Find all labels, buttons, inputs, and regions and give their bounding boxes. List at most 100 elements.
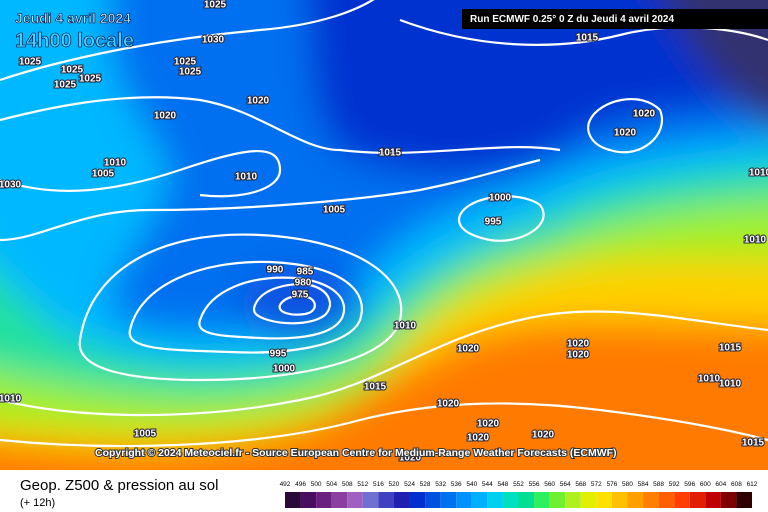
isobar-label: 1020 [477, 419, 500, 430]
color-box [440, 492, 457, 508]
color-box [689, 492, 706, 508]
isobar-label: 995 [270, 349, 287, 360]
isobar-labels: 1025103010251025102510251025102510201020… [0, 0, 768, 465]
level-label: 576 [606, 481, 617, 488]
isobar-label: 1020 [567, 350, 590, 361]
level-label: 588 [653, 481, 664, 488]
level-label: 596 [684, 481, 695, 488]
color-box [347, 492, 363, 508]
color-box [362, 492, 379, 508]
color-box [549, 492, 566, 508]
color-box [611, 492, 628, 508]
colorbar: 492 496 500 504 508 512 516 520 524 528 532 536 540 5… [280, 481, 758, 508]
color-box [393, 492, 410, 508]
isobar-label: 1020 [614, 128, 637, 139]
level-label: 528 [420, 481, 431, 488]
level-label: 584 [638, 481, 649, 488]
isobar-label: 995 [485, 217, 502, 228]
level-label: 608 [731, 481, 742, 488]
run: Run ECMWF 0.25° 0 Z du Jeudi 4 avril 202… [470, 14, 674, 25]
color-box [471, 492, 488, 508]
isobar-label: 1010 [394, 321, 417, 332]
color-box [580, 492, 597, 508]
level-label: 516 [373, 481, 384, 488]
isobar-label: 1005 [92, 169, 115, 180]
color-box [409, 492, 426, 508]
level-label: 536 [451, 481, 462, 488]
color-box [534, 492, 550, 508]
color-box [736, 492, 752, 508]
color-box [705, 492, 721, 508]
isobar-label: 1030 [202, 35, 225, 46]
run-box [462, 9, 768, 29]
isobar-label: 1010 [0, 394, 22, 405]
isobar-label: 1015 [719, 343, 742, 354]
color-box [456, 492, 472, 508]
isobar-label: 1025 [174, 57, 197, 68]
isobar-label: 1025 [179, 67, 202, 78]
isobar-label: 1005 [323, 205, 346, 216]
level-label: 556 [529, 481, 540, 488]
isobar-label: 1020 [633, 109, 656, 120]
level-label: 508 [342, 481, 353, 488]
isobar-label: 1015 [364, 382, 387, 393]
isobar-label: 1020 [532, 430, 555, 441]
level-label: 592 [669, 481, 680, 488]
copyright: Copyright © 2024 Meteociel.fr - Source E… [95, 447, 617, 459]
isobar-label: 1010 [719, 379, 742, 390]
level-label: 544 [482, 481, 493, 488]
isobar-label: 1020 [437, 399, 460, 410]
level-label: 504 [326, 481, 337, 488]
level-label: 560 [544, 481, 555, 488]
isobar-label: 1015 [742, 438, 765, 449]
level-label: 600 [700, 481, 711, 488]
isobar-label: 1020 [154, 111, 177, 122]
level-label: 564 [560, 481, 571, 488]
color-box [674, 492, 690, 508]
isobar-label: 1020 [567, 339, 590, 350]
isobar-label: 1010 [749, 168, 768, 179]
level-label: 496 [295, 481, 306, 488]
color-box [627, 492, 644, 508]
isobar-label: 1025 [204, 0, 227, 11]
level-label: 572 [591, 481, 602, 488]
level-label: 492 [280, 481, 291, 488]
level-label: 580 [622, 481, 633, 488]
isobar-label: 1010 [744, 235, 767, 246]
isobar-label: 1010 [104, 158, 127, 169]
isobar-label: 1020 [457, 344, 480, 355]
isobar-label: 990 [267, 265, 284, 276]
isobar-label: 1015 [379, 148, 402, 159]
isobar-label: 1020 [247, 96, 270, 107]
level-label: 540 [466, 481, 477, 488]
isobar-label: 1030 [0, 180, 22, 191]
field [0, 0, 768, 470]
level-label: 512 [357, 481, 368, 488]
isobar-label: 1025 [54, 80, 77, 91]
isobar-label: 1010 [235, 172, 258, 183]
color-box [331, 492, 348, 508]
color-box [565, 492, 581, 508]
color-box [425, 492, 441, 508]
color-box [285, 492, 301, 508]
level-label: 532 [435, 481, 446, 488]
color-box [487, 492, 503, 508]
color-box [643, 492, 659, 508]
isobar-label: 1020 [467, 433, 490, 444]
isobar-label: 1025 [19, 57, 42, 68]
isobar-label: 1000 [273, 364, 296, 375]
isobar-label: 1020 [399, 453, 422, 464]
color-box [518, 492, 535, 508]
isobar-label: 1010 [698, 374, 721, 385]
level-label: 524 [404, 481, 415, 488]
isobar-label: 1015 [576, 33, 599, 44]
level-label: 500 [311, 481, 322, 488]
level-label: 552 [513, 481, 524, 488]
isobar-label: 980 [295, 278, 312, 289]
footer-title: Geop. Z500 & pression au sol [20, 477, 218, 494]
isobar-label: 1000 [489, 193, 512, 204]
color-box [658, 492, 675, 508]
color-box [316, 492, 332, 508]
color-box [596, 492, 612, 508]
isobar-label: 985 [297, 267, 314, 278]
